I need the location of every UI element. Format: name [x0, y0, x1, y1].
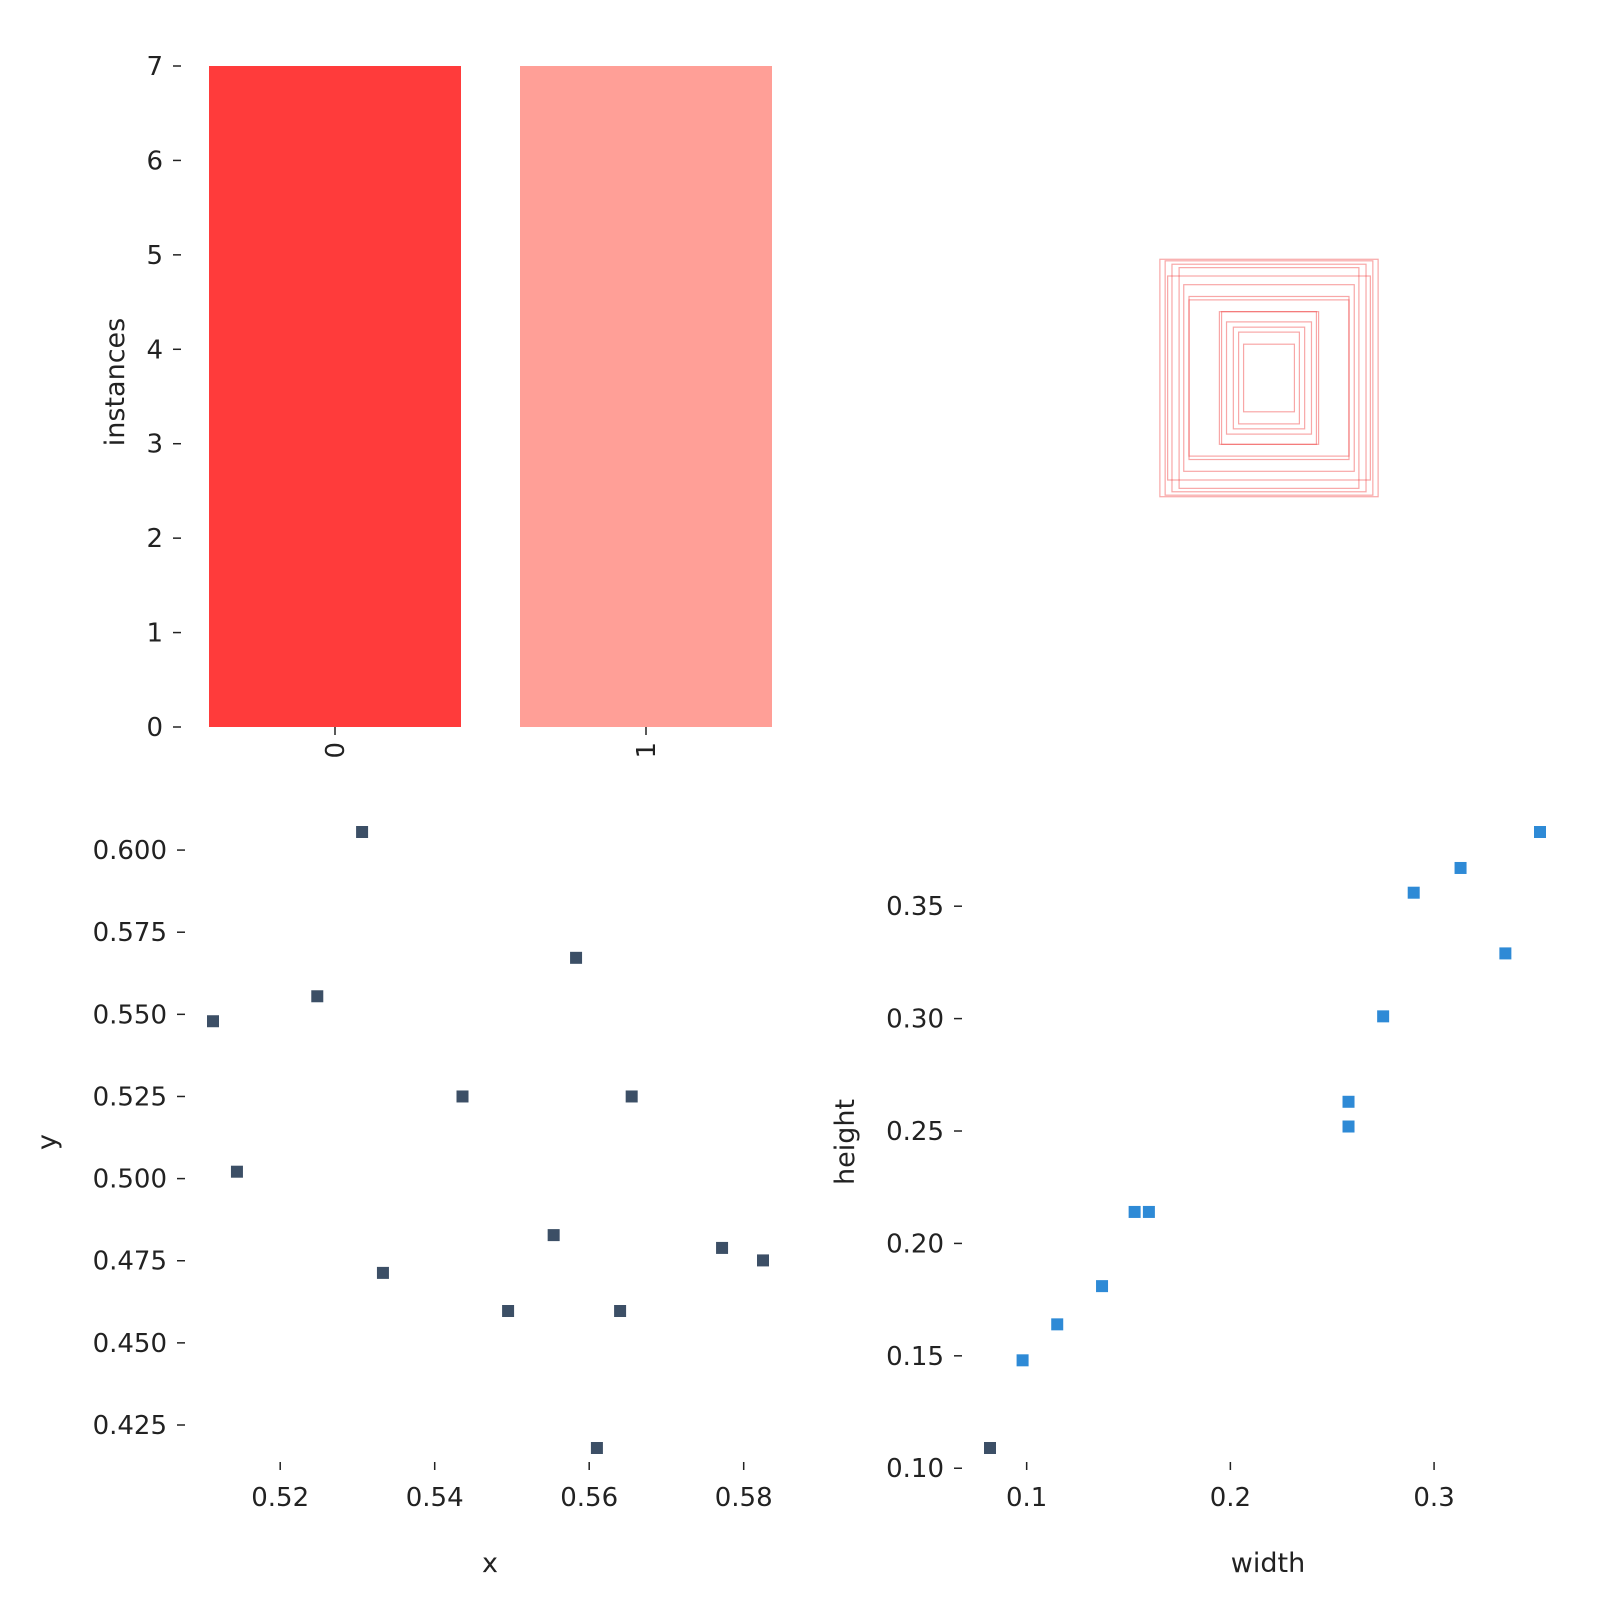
wh-point-0	[1534, 826, 1546, 838]
wh-x-axis-label: width	[1231, 1548, 1305, 1579]
bounding-box-12	[1238, 331, 1300, 425]
xy-scatter-plot: y x 0.425 0.450 0.475 0.500 0.525 0.550 0.575 0…	[32, 826, 773, 1579]
instances-bar-chart: instances 0 1 0 1 2 3 4 5 6 7	[100, 52, 772, 759]
wh-point-10	[1051, 1318, 1064, 1331]
wh-y-tick-label-2: 0.20	[886, 1229, 944, 1259]
wh-point-6	[1342, 1120, 1355, 1133]
wh-point-3	[1499, 947, 1512, 960]
xy-point-7	[547, 1229, 560, 1242]
xy-y-tick-label-3: 0.500	[93, 1165, 167, 1195]
bar-class-0	[209, 66, 461, 727]
xy-y-tick-label-7: 0.600	[93, 836, 167, 866]
bar-x-tick-label-0: 0	[321, 742, 351, 759]
wh-x-tick-label-1: 0.2	[1210, 1483, 1251, 1513]
bounding-box-11	[1232, 326, 1306, 430]
bounding-box-4	[1167, 275, 1371, 481]
wh-x-tick-label-0: 0.1	[1006, 1483, 1047, 1513]
xy-y-tick-label-6: 0.575	[93, 918, 167, 948]
bounding-box-1	[1164, 260, 1374, 496]
bounding-box-7	[1188, 299, 1350, 457]
xy-point-1	[570, 951, 583, 964]
wh-y-tick-label-4: 0.30	[886, 1005, 944, 1035]
bar-y-tick-label-1: 1	[146, 619, 163, 649]
xy-point-8	[716, 1241, 729, 1254]
xy-point-13	[590, 1442, 603, 1454]
wh-point-8	[1142, 1205, 1155, 1218]
bar-class-1	[520, 66, 772, 727]
bar-x-tick-label-1: 1	[632, 742, 662, 759]
bounding-boxes-plot	[1159, 258, 1379, 498]
bar-y-tick-label-4: 4	[146, 335, 163, 365]
xy-point-0	[356, 826, 369, 838]
bounding-box-2	[1171, 263, 1367, 493]
wh-point-4	[1377, 1010, 1390, 1023]
wh-y-tick-label-0: 0.10	[886, 1454, 944, 1484]
wh-point-5	[1342, 1095, 1355, 1108]
bar-y-tick-label-6: 6	[146, 146, 163, 176]
wh-point-11	[1016, 1354, 1029, 1367]
xy-point-3	[207, 1015, 219, 1028]
bounding-box-9	[1220, 311, 1318, 445]
wh-point-2	[1407, 886, 1420, 899]
xy-x-tick-label-1: 0.54	[406, 1483, 464, 1513]
bounding-box-13	[1242, 343, 1296, 413]
bounding-box-0	[1159, 258, 1379, 498]
xy-point-6	[230, 1165, 243, 1178]
wh-point-12	[984, 1442, 996, 1454]
wh-point-9	[1096, 1280, 1109, 1293]
xy-y-tick-label-2: 0.475	[93, 1247, 167, 1277]
xy-point-5	[625, 1090, 638, 1103]
width-height-scatter-plot: height width 0.10 0.15 0.20 0.25 0.30 0.35 0.1…	[830, 826, 1546, 1579]
xy-x-tick-label-2: 0.56	[560, 1483, 618, 1513]
bounding-box-3	[1178, 267, 1360, 489]
wh-y-tick-label-1: 0.15	[886, 1342, 944, 1372]
bounding-box-5	[1183, 284, 1355, 472]
xy-x-tick-label-0: 0.52	[251, 1483, 309, 1513]
bar-y-tick-label-7: 7	[146, 52, 163, 82]
bounding-box-6	[1188, 295, 1350, 461]
wh-y-tick-label-5: 0.35	[886, 892, 944, 922]
xy-point-9	[757, 1254, 769, 1267]
wh-point-1	[1454, 861, 1467, 874]
xy-point-10	[376, 1266, 389, 1279]
xy-point-11	[502, 1305, 515, 1318]
wh-y-tick-label-3: 0.25	[886, 1117, 944, 1147]
bar-y-axis-label: instances	[100, 318, 131, 446]
bar-y-tick-label-3: 3	[146, 430, 163, 460]
wh-x-tick-label-2: 0.3	[1413, 1483, 1454, 1513]
xy-point-12	[614, 1305, 627, 1318]
wh-y-axis-label: height	[830, 1099, 861, 1185]
xy-point-4	[456, 1090, 469, 1103]
bar-y-tick-label-2: 2	[146, 524, 163, 554]
xy-point-2	[311, 990, 324, 1003]
bar-y-tick-label-0: 0	[146, 713, 163, 743]
bar-y-tick-label-5: 5	[146, 241, 163, 271]
bounding-box-8	[1218, 311, 1320, 445]
xy-x-axis-label: x	[482, 1548, 498, 1579]
xy-y-tick-label-5: 0.550	[93, 1000, 167, 1030]
wh-point-7	[1128, 1205, 1141, 1218]
xy-y-tick-label-4: 0.525	[93, 1082, 167, 1112]
xy-y-tick-label-0: 0.425	[93, 1411, 167, 1441]
bounding-box-10	[1225, 321, 1313, 435]
xy-x-tick-label-3: 0.58	[715, 1483, 773, 1513]
xy-y-tick-label-1: 0.450	[93, 1329, 167, 1359]
xy-y-axis-label: y	[32, 1134, 63, 1150]
